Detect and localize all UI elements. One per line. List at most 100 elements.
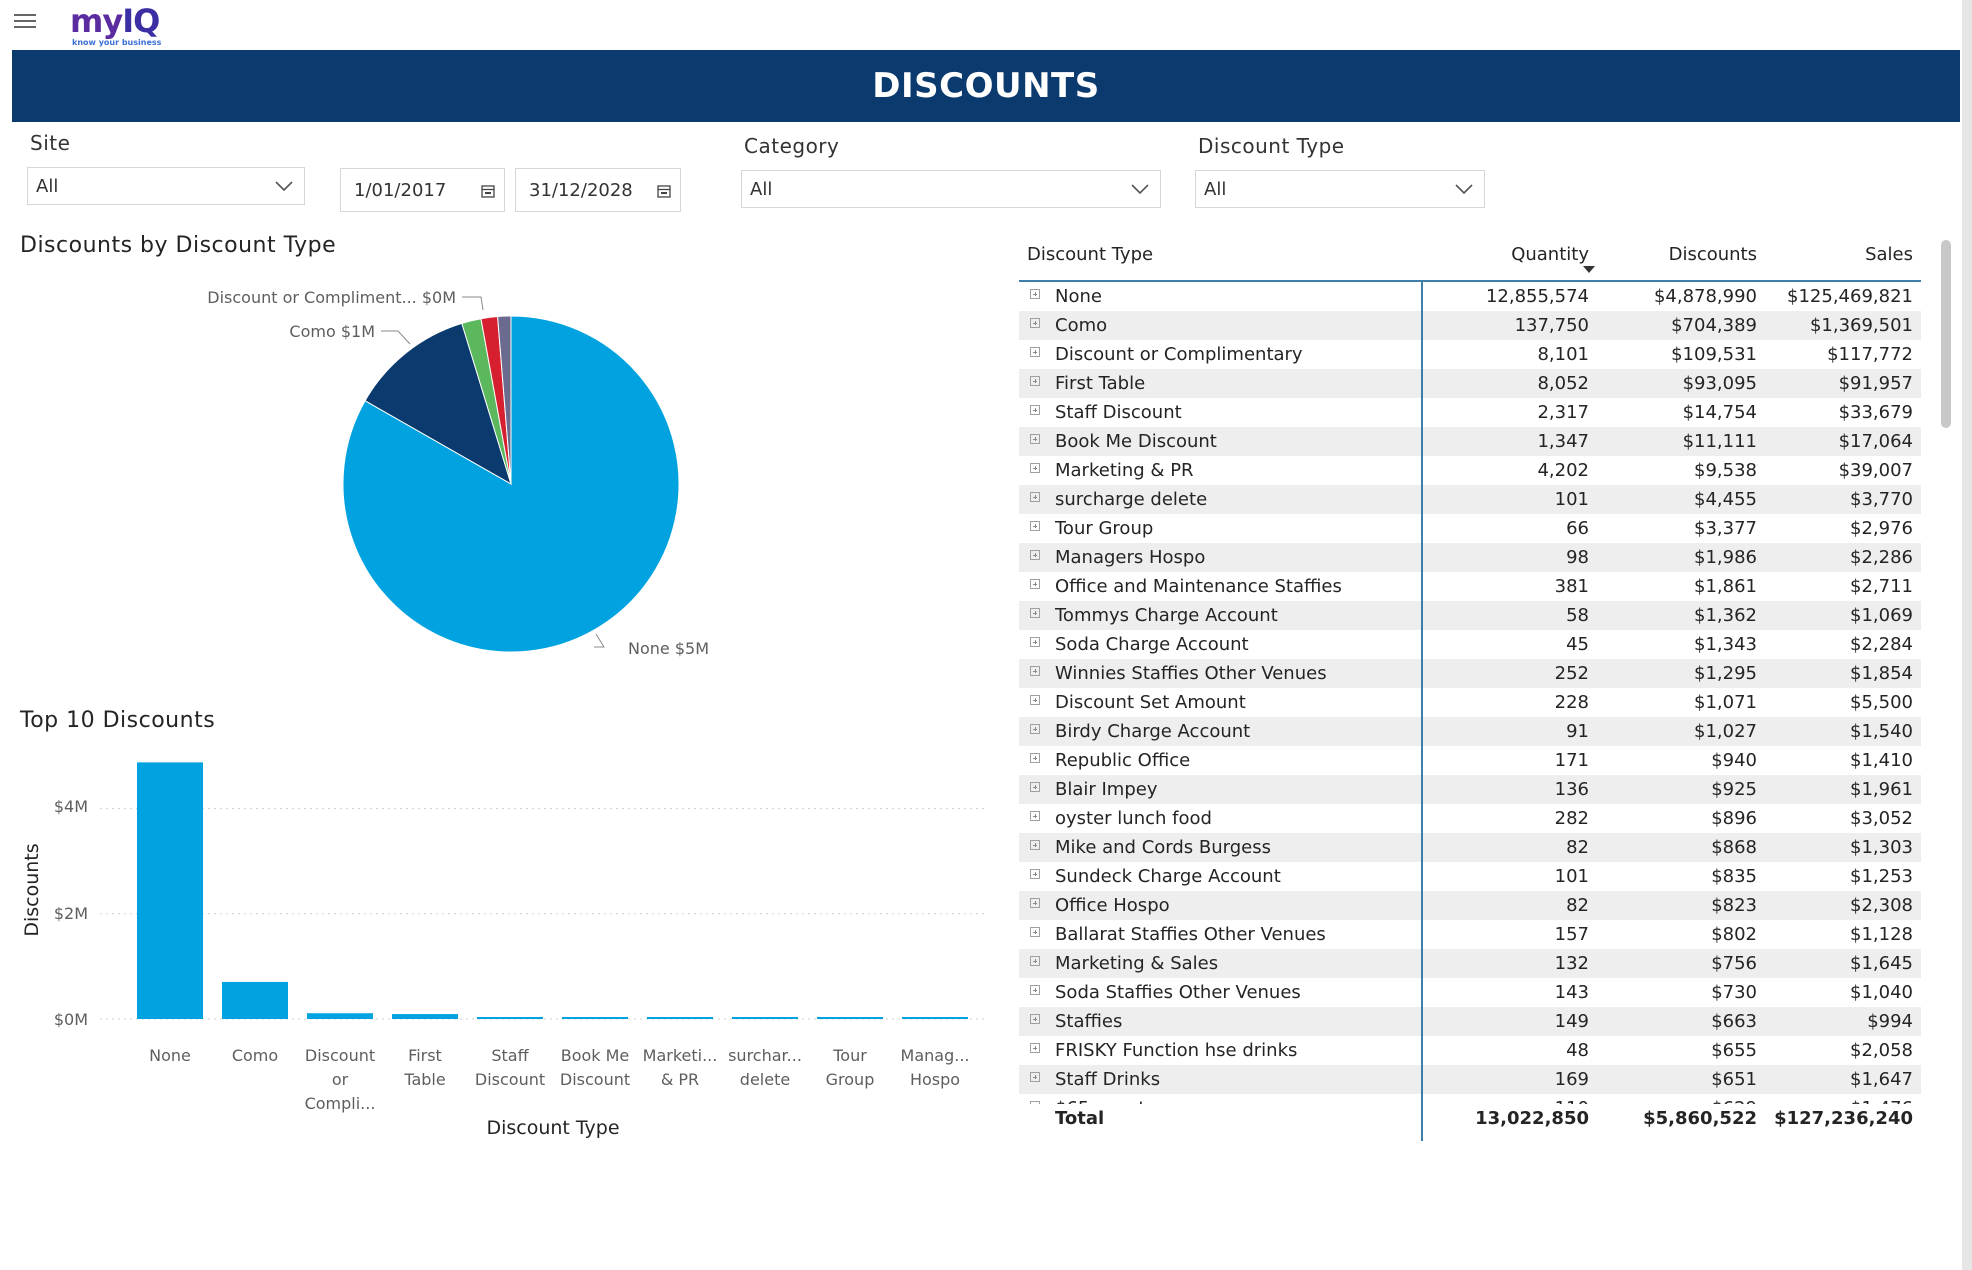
cell-sales: $33,679 [1838,402,1913,423]
pie-slice-other[interactable] [497,315,512,485]
end-date-input[interactable]: 31/12/2028 [515,168,681,212]
category-dropdown[interactable]: All [741,170,1161,208]
table-row[interactable]: Office and Maintenance Staffies 381 $1,861… [1019,572,1921,601]
cell-discount-type: Tommys Charge Account [1055,605,1278,626]
bar[interactable] [137,762,203,1019]
table-row[interactable]: Managers Hospo 98 $1,986 $2,286 [1019,543,1921,572]
table-row[interactable]: FRISKY Function hse drinks 48 $655 $2,058 [1019,1036,1921,1065]
table-row[interactable]: Winnies Staffies Other Venues 252 $1,295 $1… [1019,659,1921,688]
col-header-sales[interactable]: Sales [1865,244,1913,265]
cell-quantity: 157 [1554,924,1589,945]
table-row[interactable]: None 12,855,574 $4,878,990 $125,469,821 [1019,282,1921,311]
expand-plus-icon[interactable] [1030,695,1040,705]
table-row[interactable]: Soda Staffies Other Venues 143 $730 $1,040 [1019,978,1921,1007]
table-row[interactable]: surcharge delete 101 $4,455 $3,770 [1019,485,1921,514]
sort-descending-icon[interactable] [1583,266,1595,273]
table-row[interactable]: Staff Discount 2,317 $14,754 $33,679 [1019,398,1921,427]
expand-plus-icon[interactable] [1030,1101,1040,1104]
table-row[interactable]: Blair Impey 136 $925 $1,961 [1019,775,1921,804]
table-row[interactable]: Republic Office 171 $940 $1,410 [1019,746,1921,775]
expand-plus-icon[interactable] [1030,492,1040,502]
page-banner: DISCOUNTS [12,50,1960,122]
table-row[interactable]: Marketing & PR 4,202 $9,538 $39,007 [1019,456,1921,485]
table-row[interactable]: Discount Set Amount 228 $1,071 $5,500 [1019,688,1921,717]
expand-plus-icon[interactable] [1030,405,1040,415]
expand-plus-icon[interactable] [1030,782,1040,792]
bar[interactable] [902,1017,968,1019]
logo-my: my [70,2,123,40]
expand-plus-icon[interactable] [1030,869,1040,879]
table-row[interactable]: Ballarat Staffies Other Venues 157 $802 $1,… [1019,920,1921,949]
col-header-quantity[interactable]: Quantity [1511,244,1589,265]
bar[interactable] [307,1013,373,1019]
expand-plus-icon[interactable] [1030,985,1040,995]
expand-plus-icon[interactable] [1030,927,1040,937]
expand-plus-icon[interactable] [1030,347,1040,357]
bar-chart: None Como Discount or Compli... First Table Sta… [0,740,1000,1160]
expand-plus-icon[interactable] [1030,434,1040,444]
expand-plus-icon[interactable] [1030,550,1040,560]
bar[interactable] [647,1017,713,1019]
expand-plus-icon[interactable] [1030,898,1040,908]
cell-discounts: $868 [1711,837,1757,858]
expand-plus-icon[interactable] [1030,376,1040,386]
bar[interactable] [732,1017,798,1019]
calendar-icon[interactable] [656,183,672,199]
expand-plus-icon[interactable] [1030,463,1040,473]
table-row[interactable]: Discount or Complimentary 8,101 $109,531 $1… [1019,340,1921,369]
pie-slice-como[interactable] [364,322,512,486]
expand-plus-icon[interactable] [1030,1072,1040,1082]
expand-plus-icon[interactable] [1030,579,1040,589]
table-row[interactable]: Office Hospo 82 $823 $2,308 [1019,891,1921,920]
x-tick-label: Discount [305,1046,375,1065]
table-scrollbar[interactable] [1941,240,1951,428]
table-row[interactable]: First Table 8,052 $93,095 $91,957 [1019,369,1921,398]
logo: myIQ know your business [70,2,180,48]
expand-plus-icon[interactable] [1030,956,1040,966]
bar[interactable] [817,1017,883,1019]
cell-discount-type: FRISKY Function hse drinks [1055,1040,1298,1061]
col-header-discounts[interactable]: Discounts [1668,244,1757,265]
table-row[interactable]: Staff Drinks 169 $651 $1,647 [1019,1065,1921,1094]
cell-quantity: 4,202 [1537,460,1589,481]
table-row[interactable]: Como 137,750 $704,389 $1,369,501 [1019,311,1921,340]
table-row[interactable]: Marketing & Sales 132 $756 $1,645 [1019,949,1921,978]
expand-plus-icon[interactable] [1030,840,1040,850]
table-row[interactable]: oyster lunch food 282 $896 $3,052 [1019,804,1921,833]
expand-plus-icon[interactable] [1030,608,1040,618]
expand-plus-icon[interactable] [1030,637,1040,647]
table-row[interactable]: Staffies 149 $663 $994 [1019,1007,1921,1036]
expand-plus-icon[interactable] [1030,1043,1040,1053]
table-row[interactable]: Mike and Cords Burgess 82 $868 $1,303 [1019,833,1921,862]
expand-plus-icon[interactable] [1030,724,1040,734]
bar[interactable] [477,1017,543,1019]
calendar-icon[interactable] [480,183,496,199]
x-tick-label: First [408,1046,442,1065]
table-row[interactable]: Soda Charge Account 45 $1,343 $2,284 [1019,630,1921,659]
bar[interactable] [562,1017,628,1019]
discount-type-dropdown[interactable]: All [1195,170,1485,208]
x-tick-label: Manag... [901,1046,970,1065]
expand-plus-icon[interactable] [1030,811,1040,821]
bar[interactable] [392,1014,458,1019]
expand-plus-icon[interactable] [1030,318,1040,328]
table-row[interactable]: Tommys Charge Account 58 $1,362 $1,069 [1019,601,1921,630]
menu-icon[interactable] [14,10,36,32]
table-row[interactable]: Birdy Charge Account 91 $1,027 $1,540 [1019,717,1921,746]
expand-plus-icon[interactable] [1030,753,1040,763]
table-row[interactable]: $65pp set menu 110 $629 $1,476 [1019,1094,1921,1104]
col-header-discount-type[interactable]: Discount Type [1027,244,1154,265]
bar[interactable] [222,981,288,1019]
cell-discount-type: Discount or Complimentary [1055,344,1303,365]
start-date-input[interactable]: 1/01/2017 [340,168,505,212]
table-row[interactable]: Book Me Discount 1,347 $11,111 $17,064 [1019,427,1921,456]
cell-discounts: $1,362 [1694,605,1757,626]
expand-plus-icon[interactable] [1030,666,1040,676]
table-row[interactable]: Sundeck Charge Account 101 $835 $1,253 [1019,862,1921,891]
expand-plus-icon[interactable] [1030,521,1040,531]
expand-plus-icon[interactable] [1030,289,1040,299]
site-dropdown[interactable]: All [27,167,305,205]
cell-discounts: $11,111 [1682,431,1757,452]
expand-plus-icon[interactable] [1030,1014,1040,1024]
table-row[interactable]: Tour Group 66 $3,377 $2,976 [1019,514,1921,543]
